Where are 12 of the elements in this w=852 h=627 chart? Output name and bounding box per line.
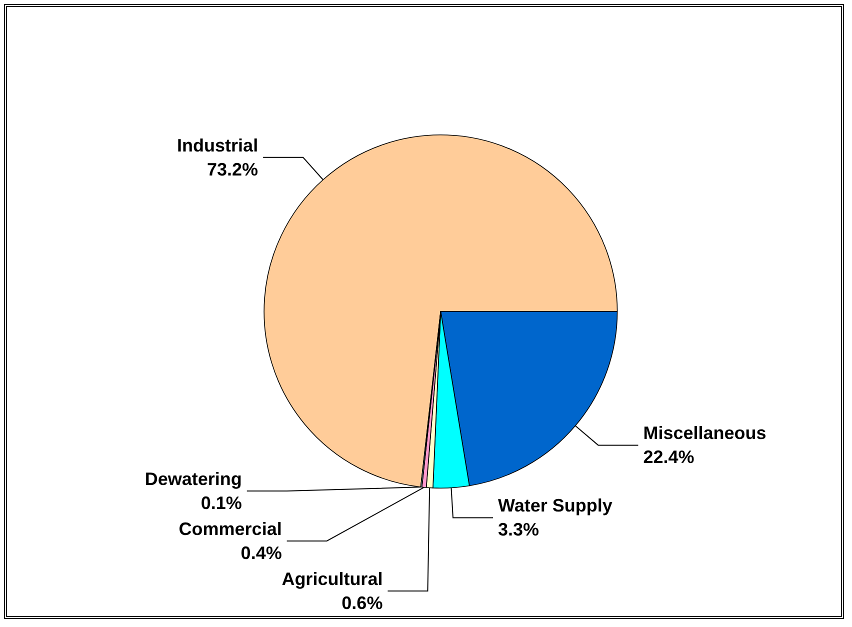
data-label: 3.3% (498, 520, 540, 540)
data-label: 0.6% (342, 593, 383, 613)
slice-label: Industrial (177, 135, 258, 156)
data-label: 0.4% (240, 543, 282, 563)
slice-label: Miscellaneous (643, 423, 766, 444)
slice-label: Dewatering (144, 469, 242, 489)
slice-label: Agricultural (282, 569, 383, 589)
data-label: 0.1% (200, 493, 242, 513)
data-label: 73.2% (207, 159, 258, 180)
slice-label: Commercial (178, 519, 282, 539)
data-label: 22.4% (643, 447, 694, 468)
slice-label: Water Supply (498, 496, 612, 516)
